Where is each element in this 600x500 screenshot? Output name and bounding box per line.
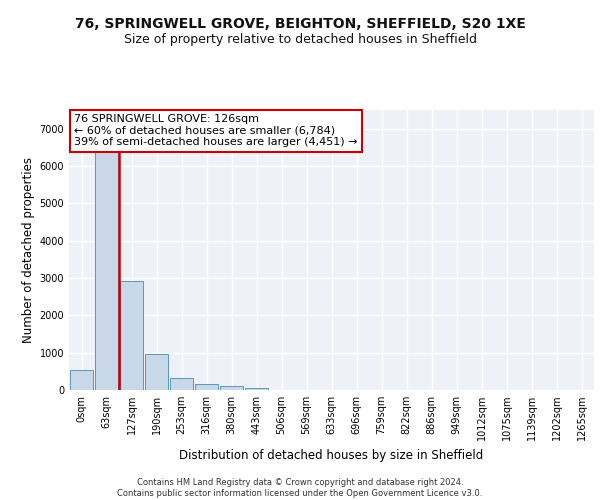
Bar [120,280,143,390]
Bar [170,378,193,390]
Bar [245,388,268,390]
Text: Contains HM Land Registry data © Crown copyright and database right 2024.
Contai: Contains HM Land Registry data © Crown c… [118,478,482,498]
X-axis label: Distribution of detached houses by size in Sheffield: Distribution of detached houses by size … [179,448,484,462]
Y-axis label: Number of detached properties: Number of detached properties [22,157,35,343]
Bar [95,150,118,390]
Bar [220,386,243,390]
Text: 76 SPRINGWELL GROVE: 126sqm
← 60% of detached houses are smaller (6,784)
39% of : 76 SPRINGWELL GROVE: 126sqm ← 60% of det… [74,114,358,148]
Bar [145,354,168,390]
Text: Size of property relative to detached houses in Sheffield: Size of property relative to detached ho… [124,32,476,46]
Bar [70,370,93,390]
Bar [195,384,218,390]
Text: 76, SPRINGWELL GROVE, BEIGHTON, SHEFFIELD, S20 1XE: 76, SPRINGWELL GROVE, BEIGHTON, SHEFFIEL… [74,18,526,32]
